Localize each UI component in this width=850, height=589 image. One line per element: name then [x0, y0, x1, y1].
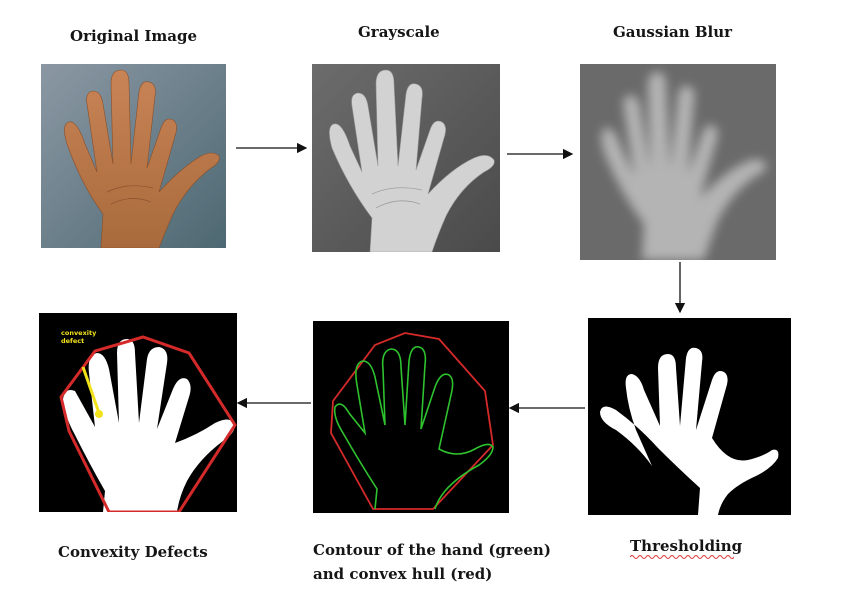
convexity-defects-image: convexity defect [39, 313, 237, 512]
defect-point [95, 410, 103, 418]
label-convexity-defects: Convexity Defects [58, 543, 208, 561]
label-thresholding: Thresholding [630, 537, 743, 555]
label-contour-line2: and convex hull (red) [313, 565, 493, 583]
blurred-hand-image [580, 64, 776, 260]
thresholding-panel [588, 318, 791, 515]
convex-hull-polygon [330, 332, 494, 510]
contour-hull-panel [313, 321, 509, 513]
hand-contour [333, 345, 494, 510]
label-original-image: Original Image [70, 27, 198, 45]
contour-hull-image [313, 321, 509, 513]
convexity-defects-panel: convexity defect [39, 313, 237, 512]
defect-annotation: convexity [61, 329, 97, 337]
spellcheck-underline [630, 555, 734, 559]
grayscale-hand-image [312, 64, 500, 252]
label-gaussian-blur: Gaussian Blur [613, 23, 733, 41]
grayscale-panel [312, 64, 500, 252]
defect-line [81, 366, 101, 414]
original-hand-image [41, 64, 226, 248]
label-grayscale: Grayscale [358, 23, 440, 41]
threshold-hand-image [588, 318, 791, 515]
gaussian-blur-panel [580, 64, 776, 260]
defects-hull-polygon [59, 335, 237, 512]
original-image-panel [41, 64, 226, 248]
label-contour-line1: Contour of the hand (green) [313, 541, 551, 559]
defect-annotation-2: defect [61, 337, 84, 345]
